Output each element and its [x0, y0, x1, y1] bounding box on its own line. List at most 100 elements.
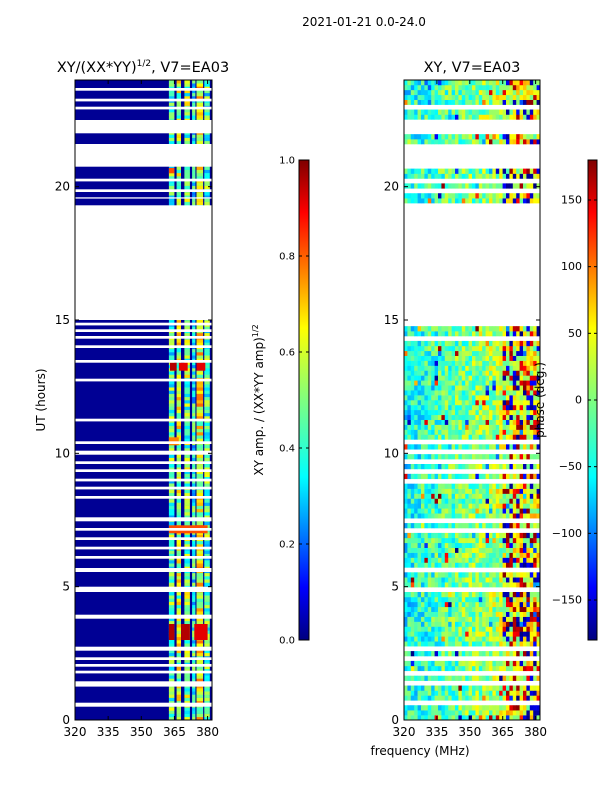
phase-cell — [506, 380, 510, 386]
phase-cell — [475, 89, 480, 96]
amplitude-band-cell — [176, 640, 181, 644]
phase-cell — [509, 434, 514, 440]
amplitude-band-cell — [184, 108, 190, 113]
amplitude-band-cell — [192, 595, 196, 599]
phase-cell — [438, 651, 442, 657]
phase-cell — [424, 513, 429, 519]
phase-cell — [519, 365, 524, 371]
phase-cell — [478, 385, 483, 391]
amplitude-flagged-row — [75, 546, 212, 550]
phase-cell — [448, 710, 452, 716]
phase-cell — [485, 80, 490, 86]
phase-cell — [529, 84, 534, 91]
phase-cell — [404, 350, 408, 356]
phase-cell — [472, 473, 476, 480]
amplitude-band-cell — [176, 339, 181, 343]
phase-cell — [407, 409, 412, 416]
phase-cell — [495, 414, 500, 420]
phase-cell — [465, 483, 469, 489]
phase-cell — [523, 695, 527, 701]
phase-cell — [455, 685, 459, 691]
phase-cell — [536, 715, 541, 721]
phase-cell — [438, 419, 442, 425]
phase-cell — [410, 183, 415, 189]
phase-cell — [421, 547, 425, 553]
phase-cell — [441, 404, 446, 411]
phase-cell — [458, 690, 463, 696]
phase-cell — [506, 390, 510, 396]
phase-cell — [492, 493, 497, 499]
phase-cell — [492, 513, 497, 519]
amplitude-band-cell — [192, 675, 196, 679]
phase-cell — [441, 326, 446, 332]
phase-cell — [407, 380, 412, 386]
phase-cell — [475, 498, 480, 504]
phase-cell — [533, 596, 537, 603]
phase-cell — [417, 360, 422, 366]
phase-cell — [502, 616, 507, 622]
phase-cell — [499, 532, 503, 539]
phase-cell — [451, 340, 456, 347]
phase-cell — [482, 444, 486, 450]
phase-cell — [526, 84, 531, 91]
phase-cell — [526, 370, 531, 376]
phase-cell — [458, 345, 463, 352]
phase-cell — [468, 134, 473, 140]
phase-cell — [478, 631, 483, 637]
phase-cell — [434, 454, 439, 460]
phase-cell — [502, 601, 507, 608]
phase-cell — [424, 114, 429, 120]
amplitude-band-cell — [184, 563, 190, 567]
phase-cell — [529, 385, 534, 391]
phase-cell — [434, 340, 439, 347]
phase-cell — [526, 547, 531, 553]
phase-cell — [478, 601, 483, 608]
phase-cell — [458, 331, 463, 337]
phase-cell — [461, 400, 466, 406]
phase-cell — [499, 616, 503, 622]
phase-cell — [461, 198, 466, 204]
amplitude-band-cell — [168, 710, 175, 714]
y-tick-label: 10 — [384, 446, 399, 460]
phase-cell — [533, 473, 537, 480]
phase-cell — [438, 537, 442, 544]
phase-cell — [404, 84, 408, 91]
phase-cell — [485, 592, 490, 598]
phase-cell — [448, 582, 452, 588]
phase-cell — [458, 370, 463, 376]
phase-cell — [468, 562, 473, 568]
phase-cell — [465, 370, 469, 376]
phase-cell — [506, 340, 510, 347]
amplitude-band-cell — [192, 396, 196, 401]
phase-cell — [455, 168, 459, 174]
x-tick-label: 350 — [458, 725, 481, 739]
phase-cell — [499, 183, 503, 189]
amplitude-hot-spot — [196, 362, 206, 371]
phase-cell — [519, 557, 524, 563]
phase-cell — [519, 523, 524, 529]
phase-cell — [410, 660, 415, 667]
phase-cell — [434, 395, 439, 401]
amplitude-band-cell — [196, 342, 204, 346]
phase-cell — [414, 385, 418, 391]
phase-cell — [516, 572, 520, 578]
phase-cell — [407, 710, 412, 716]
amplitude-band-cell — [192, 83, 196, 87]
phase-cell — [516, 193, 520, 199]
phase-cell — [448, 601, 452, 608]
phase-cell — [414, 345, 418, 352]
phase-cell — [455, 675, 459, 681]
phase-cell — [455, 710, 459, 716]
phase-cell — [533, 360, 537, 366]
phase-cell — [407, 483, 412, 489]
phase-cell — [465, 498, 469, 504]
amplitude-band-cell — [192, 387, 196, 391]
y-tick-label: 20 — [384, 180, 399, 194]
amplitude-band-cell — [176, 611, 181, 615]
phase-cell — [434, 710, 439, 716]
phase-cell — [421, 473, 425, 480]
phase-cell — [427, 498, 432, 504]
y-tick-label: 5 — [391, 580, 399, 594]
phase-cell — [526, 651, 531, 657]
phase-cell — [523, 183, 527, 189]
